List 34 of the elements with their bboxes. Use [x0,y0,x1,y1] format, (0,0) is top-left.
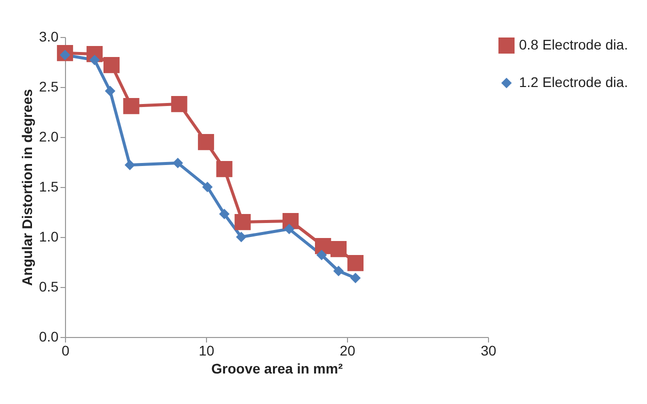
y-tick-label: 2.0 [39,128,59,144]
x-tick-label: 20 [340,342,356,358]
y-axis-title: Angular Distortion in degrees [19,88,36,286]
point [219,208,230,220]
point [333,266,344,276]
point [89,54,100,66]
point [330,240,347,258]
legend-label: 0.8 Electrode dia. [519,36,628,52]
point [316,250,327,260]
point [236,232,246,242]
point [172,158,184,168]
point [216,160,232,178]
y-tick-label: 1.5 [39,178,59,194]
point [171,96,188,112]
x-tick-label: 0 [62,342,70,358]
x-axis-title: Groove area in mm² [211,360,344,376]
point [202,182,213,192]
y-tick-label: 1.0 [39,228,59,244]
y-tick-label: 0.5 [39,278,59,294]
y-tick-label: 2.5 [39,78,59,94]
point [198,134,214,150]
point [347,254,364,272]
legend-label: 1.2 Electrode dia. [519,74,628,90]
x-tick-label: 30 [480,342,496,358]
y-tick-label: 3.0 [39,28,59,44]
point [124,160,136,170]
y-tick-label: 0.0 [39,328,59,344]
point [103,56,120,74]
point [123,98,140,114]
point [234,214,251,230]
point [104,86,116,96]
x-tick-label: 10 [198,342,214,358]
point [284,224,294,234]
point [350,272,361,284]
